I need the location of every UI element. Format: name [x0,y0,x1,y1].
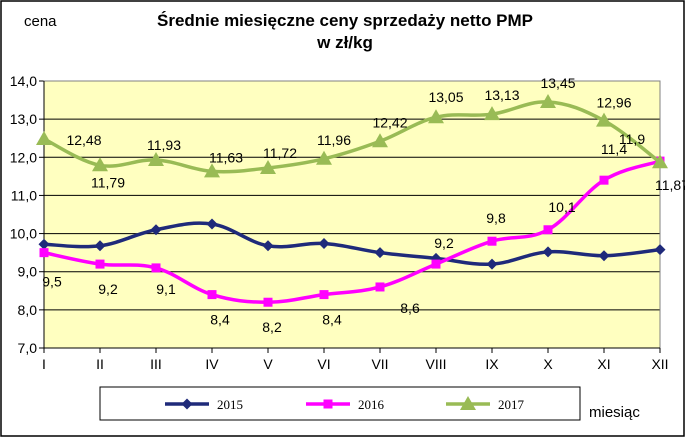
x-tick-label: VII [371,356,388,372]
legend-label-2016: 2016 [358,397,385,412]
x-tick-label: X [543,356,553,372]
y-tick-label: 12,0 [10,149,37,165]
x-tick-label: XI [597,356,610,372]
data-label-2017-II: 11,79 [91,174,125,190]
y-tick-label: 7,0 [18,340,38,356]
y-tick-label: 13,0 [10,111,37,127]
data-point-2015-III [150,224,162,236]
data-point-2016-XI [599,175,609,185]
y-tick-label: 8,0 [18,302,38,318]
y-tick-label: 10,0 [10,226,37,242]
data-point-2016-VII [375,282,385,292]
data-point-2015-IV [206,218,218,230]
x-tick-label: VIII [425,356,446,372]
data-point-2015-XII [654,244,666,256]
series-2015 [38,218,666,270]
data-label-2017-XII: 11,87 [655,177,685,193]
data-label-2017-III: 11,93 [147,137,181,153]
x-tick-label: V [263,356,273,372]
data-point-2016-V [263,297,273,307]
data-label-2016-I: 9,5 [42,274,62,290]
data-point-2017-VIII [428,109,444,124]
y-axis-label: cena [24,13,57,30]
y-tick-label: 14,0 [10,73,37,89]
x-axis-label: miesiąc [589,404,640,421]
series-layer [36,93,668,307]
data-point-2016-IX [487,236,497,246]
axes: 7,08,09,010,011,012,013,014,0I II III IV V VI… [10,73,669,372]
data-label-2017-I: 12,48 [66,132,101,148]
series-2016 [39,156,665,307]
legend-label-2015: 2015 [217,397,243,412]
data-label-2017-X: 13,45 [540,75,575,91]
data-point-2016-IV [207,290,217,300]
x-tick-label: XII [651,356,668,372]
x-tick-label: I [42,356,46,372]
data-point-2015-IX [486,258,498,270]
data-point-2015-XI [598,250,610,262]
data-point-2017-VI [316,150,332,165]
plot-area [44,81,660,348]
x-tick-label: II [96,356,104,372]
data-label-2016-X: 10,1 [548,199,575,215]
data-label-2016-II: 9,2 [98,281,118,297]
data-label-2017-VI: 11,96 [317,132,351,148]
gridlines [44,80,660,349]
data-label-2017-IX: 13,13 [484,87,519,103]
data-label-2016-VIII: 9,2 [434,235,454,251]
data-label-2017-V: 11,72 [263,145,297,161]
x-tick-label: IX [485,356,499,372]
data-point-2015-VI [318,237,330,249]
data-label-2016-VII: 8,6 [400,300,420,316]
data-point-2015-VII [374,247,386,259]
x-tick-label: VI [317,356,330,372]
data-point-2017-X [540,93,556,108]
data-point-2017-II [92,157,108,172]
data-label-2016-XII: 11,9 [619,131,645,147]
data-point-2016-II [95,259,105,269]
legend: 2015 2016 2017 [99,386,581,421]
data-label-2016-VI: 8,4 [322,312,342,328]
legend-marker-2017 [460,396,476,410]
data-point-2017-I [36,130,52,145]
data-point-2016-III [151,263,161,273]
data-point-2017-XI [596,112,612,127]
y-tick-label: 11,0 [11,187,37,203]
data-point-2016-X [543,225,553,235]
y-tick-label: 9,0 [18,264,38,280]
data-point-2015-I [38,238,50,250]
data-label-2016-XI: 11,4 [601,141,627,157]
data-label-2017-XI: 12,96 [596,95,631,111]
data-label-2017-VII: 12,42 [372,114,407,130]
data-label-2017-IV: 11,63 [209,149,243,165]
data-point-2016-VIII [431,259,441,269]
x-tick-label: III [150,356,162,372]
data-point-2016-VI [319,290,329,300]
data-point-2017-IV [204,163,220,178]
data-point-2016-I [39,248,49,258]
legend-marker-2015 [181,398,193,410]
data-label-2016-V: 8,2 [262,319,282,335]
data-point-2017-XII [652,154,668,169]
data-point-2017-III [148,151,164,166]
data-label-2017-VIII: 13,05 [428,89,463,105]
legend-label-2017: 2017 [498,397,525,412]
data-labels: 9,5 9,2 9,1 8,4 8,2 8,4 8,6 9,2 9,8 10,1 11,411,9 1… [42,75,685,335]
data-label-2016-IV: 8,4 [210,312,230,328]
x-tick-label: IV [205,356,219,372]
data-point-2015-II [94,240,106,252]
data-point-2015-X [542,246,554,258]
legend-marker-2016 [323,399,333,409]
chart-title-line1: Średnie miesięczne ceny sprzedaży netto … [157,11,533,30]
data-label-2016-IX: 9,8 [486,210,506,226]
data-point-2017-IX [484,106,500,121]
chart-title-line2: w zł/kg [316,33,373,52]
data-point-2015-V [262,240,274,252]
data-label-2016-III: 9,1 [156,281,176,297]
series-2017 [36,93,668,178]
data-point-2017-VII [372,133,388,148]
data-point-2017-V [260,159,276,174]
